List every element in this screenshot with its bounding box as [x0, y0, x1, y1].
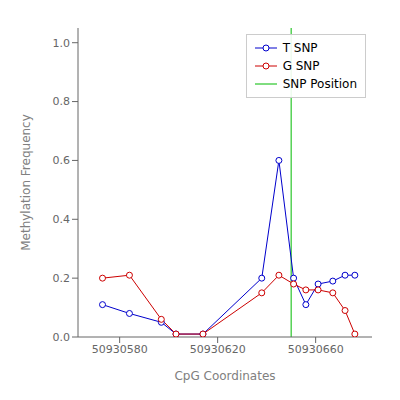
svg-text:50930580: 50930580 — [92, 343, 148, 356]
svg-text:50930620: 50930620 — [190, 343, 246, 356]
svg-text:1.0: 1.0 — [53, 37, 71, 50]
html-text:G SNP: G SNP — [282, 59, 320, 73]
svg-text:CpG Coordinates: CpG Coordinates — [174, 369, 275, 383]
svg-text:Methylation Frequency: Methylation Frequency — [19, 114, 33, 251]
svg-text:0.8: 0.8 — [53, 95, 71, 108]
html-text:SNP Position: SNP Position — [282, 77, 357, 91]
svg-text:0.6: 0.6 — [53, 154, 71, 167]
svg-text:50930660: 50930660 — [288, 343, 344, 356]
svg-text:0.0: 0.0 — [53, 331, 71, 344]
html-text:T SNP: T SNP — [282, 41, 318, 55]
svg-text:0.2: 0.2 — [53, 272, 71, 285]
svg-text:0.4: 0.4 — [53, 213, 71, 226]
